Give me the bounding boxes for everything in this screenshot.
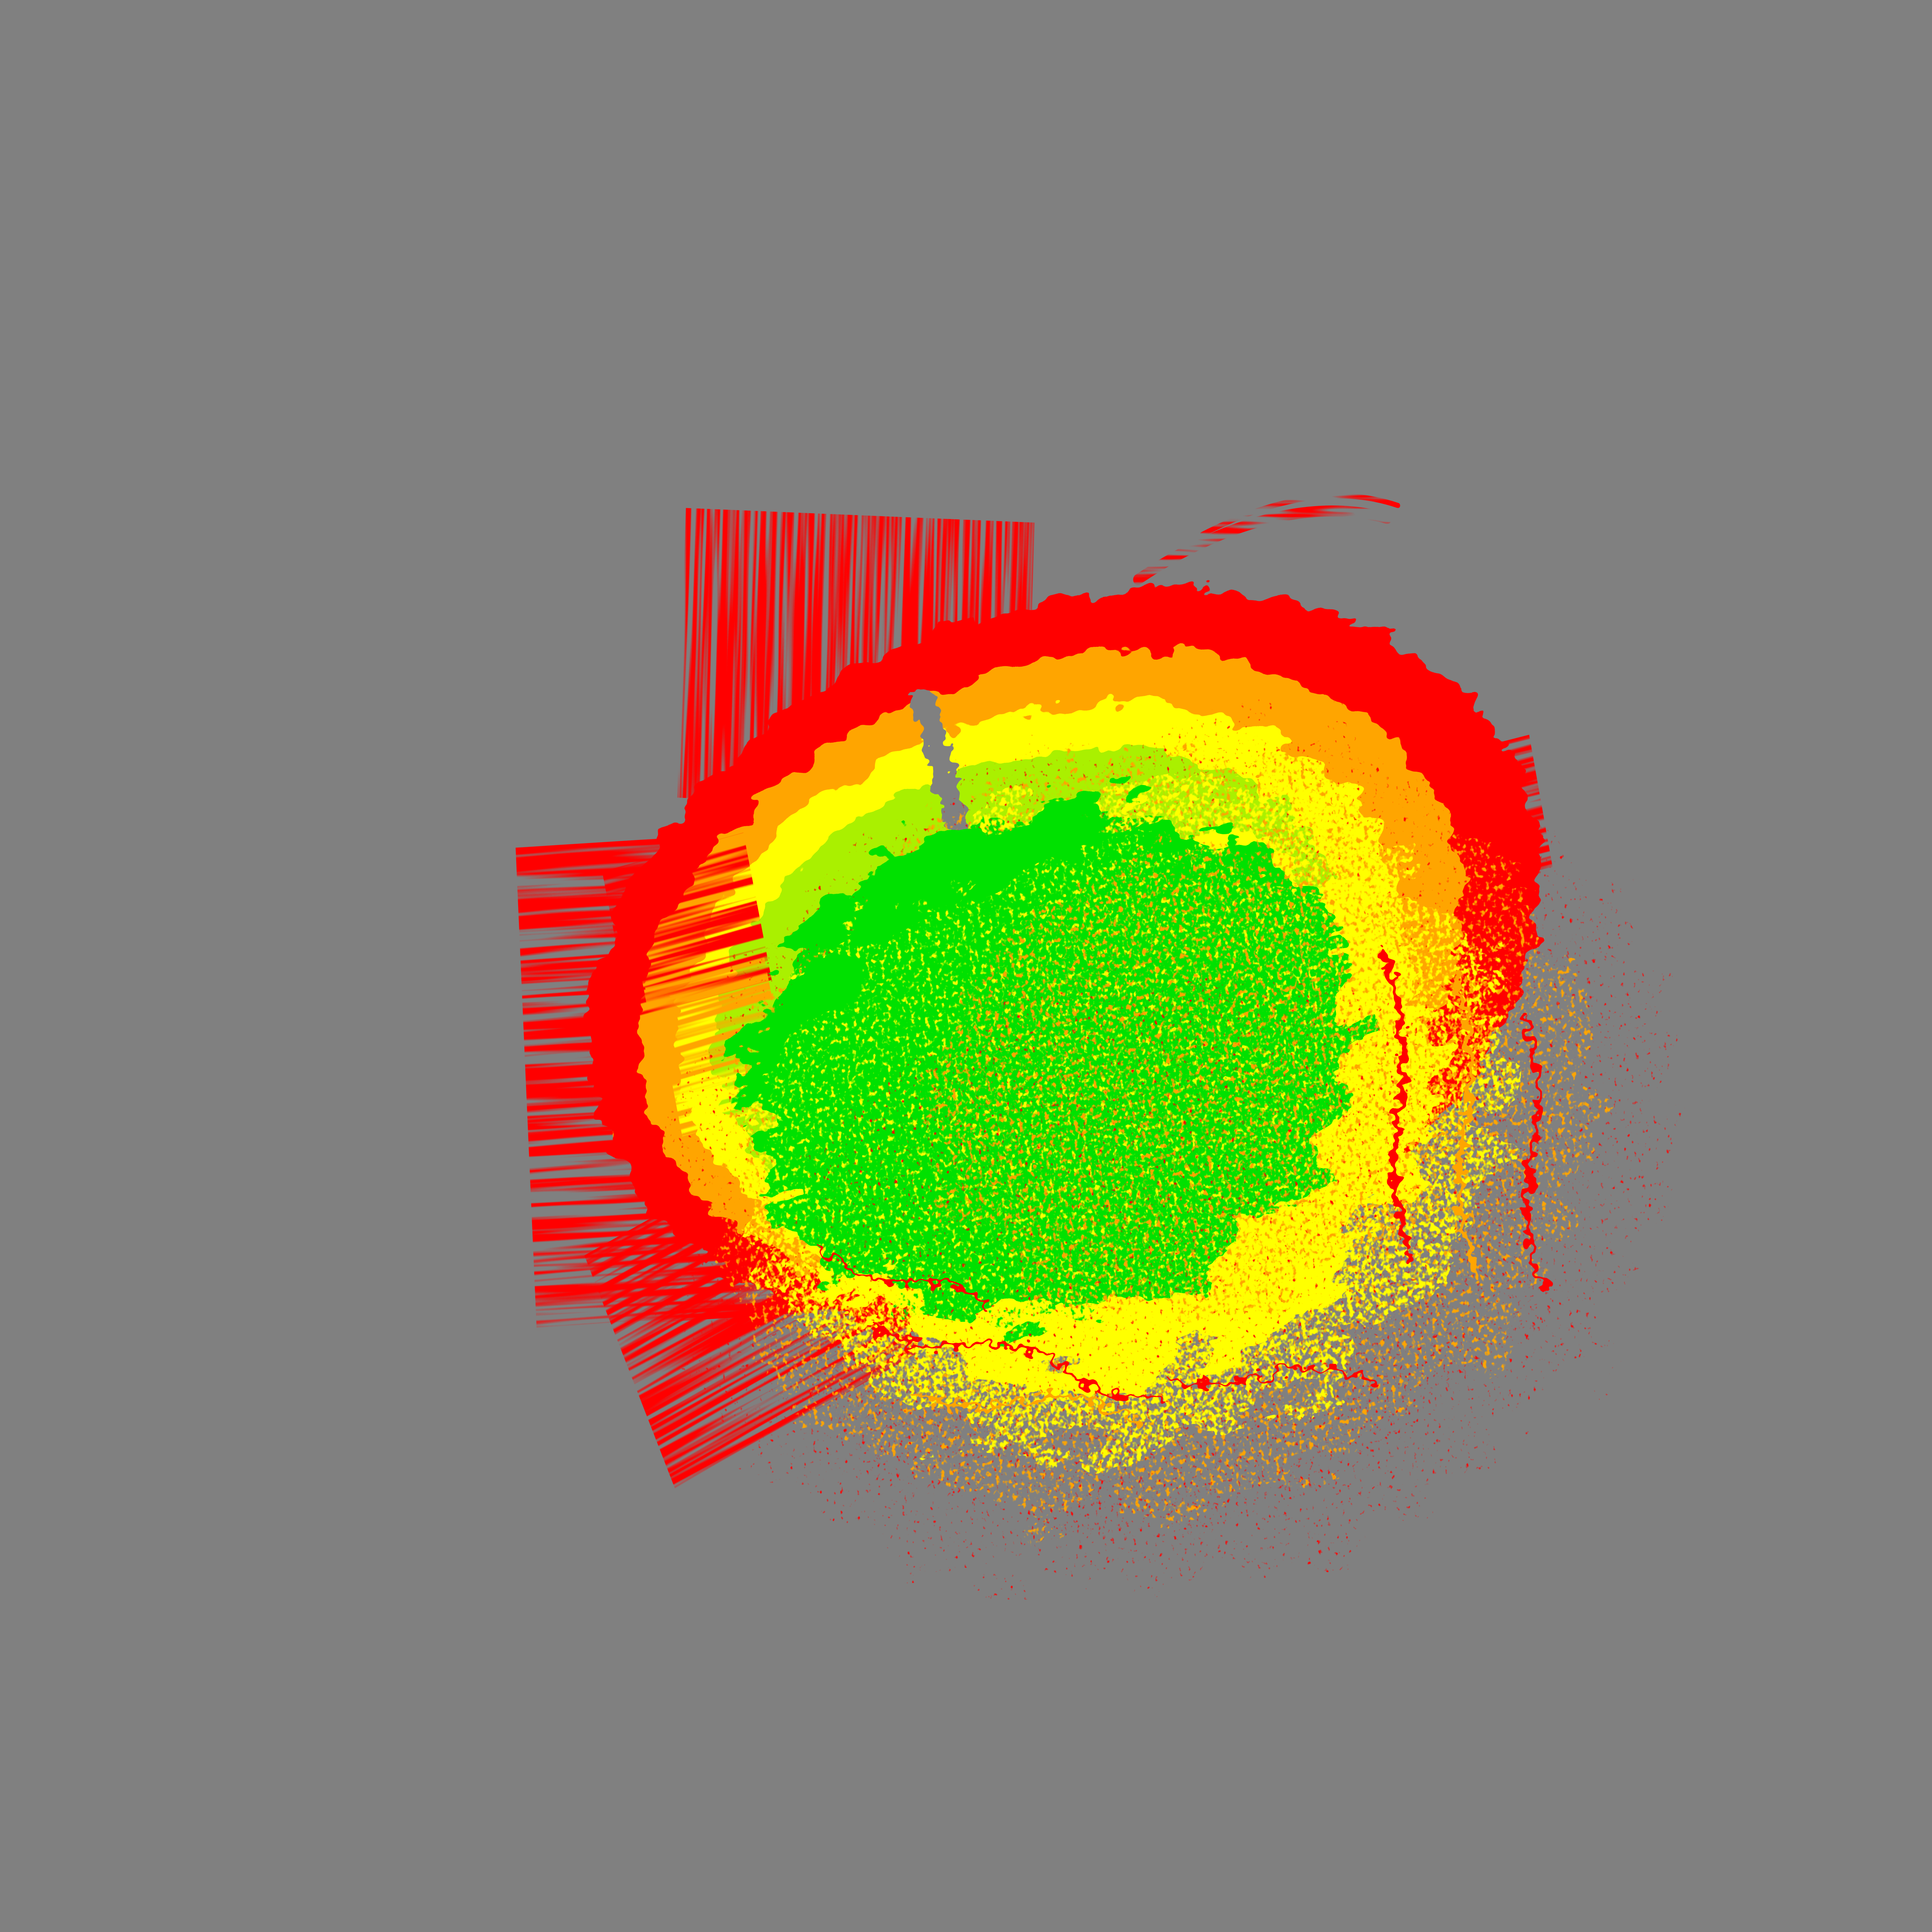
point-cloud-scene[interactable]: [0, 0, 1932, 1932]
viewport-3d-render[interactable]: [0, 0, 1932, 1932]
